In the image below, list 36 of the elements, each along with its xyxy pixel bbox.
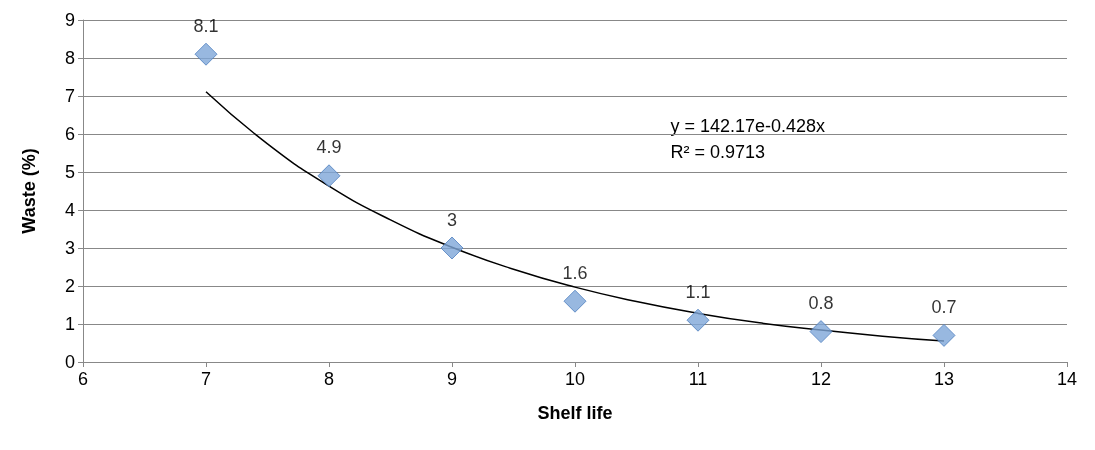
data-label: 1.6 (562, 262, 588, 283)
y-tick-label: 9 (64, 10, 75, 30)
x-tick-label: 9 (446, 369, 458, 389)
y-axis-title: Waste (%) (19, 148, 39, 234)
x-tick-label: 11 (688, 369, 708, 389)
point (932, 323, 956, 347)
x-tick-label: 8 (323, 369, 335, 389)
x-tick-label: 7 (200, 369, 212, 389)
point (686, 308, 710, 332)
y-tick-label: 2 (64, 276, 75, 296)
x-axis-title: Shelf life (537, 403, 613, 423)
y-tick-label: 1 (64, 314, 75, 334)
data-label: 3 (446, 209, 458, 230)
data-label: 8.1 (193, 15, 219, 36)
y-tick-label: 8 (64, 48, 75, 68)
y-tick-label: 4 (64, 200, 75, 220)
x-tick-label: 12 (810, 369, 832, 389)
data-label: 0.8 (808, 293, 834, 314)
point (809, 320, 833, 344)
x-tick-label: 13 (933, 369, 955, 389)
y-tick-label: 3 (64, 238, 75, 258)
annotation: R² = 0.9713 (670, 141, 766, 162)
y-tick-label: 6 (64, 124, 75, 144)
y-tick-label: 0 (64, 352, 75, 372)
point (440, 236, 464, 260)
y-tick-label: 7 (64, 86, 75, 106)
data-label: 0.7 (931, 296, 957, 317)
x-tick-label: 14 (1056, 369, 1078, 389)
x-tick-label: 10 (564, 369, 586, 389)
data-label: 4.9 (316, 137, 342, 158)
data-label: 1.1 (685, 281, 711, 302)
point (194, 42, 218, 66)
y-tick-label: 5 (64, 162, 75, 182)
x-tick-label: 6 (77, 369, 89, 389)
point (317, 164, 341, 188)
point (563, 289, 587, 313)
